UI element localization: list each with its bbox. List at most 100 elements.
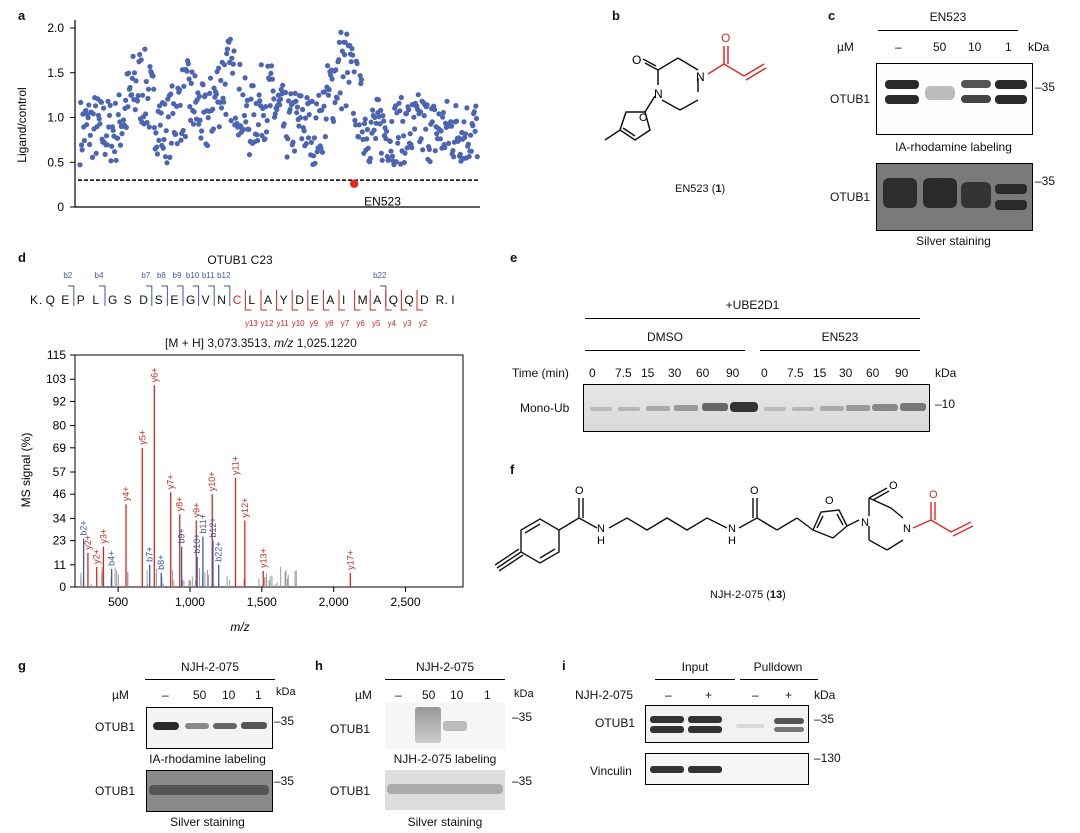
panel-a-point xyxy=(210,126,216,132)
panel-e-time: 15 xyxy=(641,366,655,380)
seq-residue: A xyxy=(373,293,381,307)
panel-a-point xyxy=(473,103,479,109)
panel-a-point xyxy=(272,111,278,117)
f-atom-nh2: N xyxy=(728,523,736,535)
panel-a-point xyxy=(221,99,227,105)
ms-xtick-label: 500 xyxy=(108,595,128,609)
seq-y-label: y7 xyxy=(341,319,350,328)
panel-a-point xyxy=(107,102,113,108)
panel-i-lane-4: + xyxy=(785,688,793,702)
panel-a-point xyxy=(93,150,99,156)
seq-b-label: b8 xyxy=(157,271,166,280)
panel-g-lane-1: – xyxy=(162,688,169,702)
f-atom-n2: N xyxy=(903,523,911,535)
panel-a-point xyxy=(190,121,197,127)
panel-a-point xyxy=(255,122,261,128)
panel-a-ytick-label: 1.5 xyxy=(47,66,64,80)
panel-a-point xyxy=(185,61,191,67)
seq-y-label: y11 xyxy=(276,319,289,328)
panel-a-point xyxy=(109,143,115,149)
panel-a-point xyxy=(392,103,399,109)
panel-i-group1: Input xyxy=(681,660,709,674)
panel-a-point xyxy=(229,55,235,61)
seq-residue: A xyxy=(264,293,272,307)
panel-a-point xyxy=(379,157,385,163)
panel-a-point xyxy=(297,115,303,121)
seq-residue: S xyxy=(155,293,163,307)
seq-b-label: b12 xyxy=(217,271,231,280)
panel-g-lane-2: 50 xyxy=(193,688,207,702)
seq-residue: D xyxy=(420,293,429,307)
panel-i-blot-bottom xyxy=(645,753,809,785)
panel-a-point xyxy=(358,80,364,87)
seq-b-label: b11 xyxy=(202,271,215,280)
panel-d-plot-frame xyxy=(74,354,464,588)
panel-a-point xyxy=(333,67,339,73)
panel-e-band: Mono-Ub xyxy=(520,401,570,415)
panel-i-group1-bar xyxy=(655,679,735,680)
panel-a-point xyxy=(260,112,267,119)
seq-y-label: y8 xyxy=(325,319,334,328)
panel-a-point xyxy=(126,70,132,76)
panel-a-point xyxy=(359,129,365,135)
panel-a-point xyxy=(119,131,125,137)
panel-d-xlabel: m/z xyxy=(230,620,249,634)
panel-a-point xyxy=(367,155,373,161)
seq-residue: C xyxy=(233,293,242,307)
panel-a-point xyxy=(96,116,102,122)
panel-a-point xyxy=(326,86,332,93)
panel-a-point xyxy=(236,86,242,92)
panel-a-point xyxy=(348,59,354,65)
panel-a-point xyxy=(147,64,153,70)
panel-a-point xyxy=(251,112,257,118)
panel-a-point xyxy=(222,81,228,87)
panel-a-point xyxy=(395,140,401,146)
seq-b-bracket xyxy=(67,285,75,306)
panel-a-point xyxy=(316,92,322,98)
panel-a-point xyxy=(168,140,174,146)
panel-e-time: 60 xyxy=(696,366,710,380)
panel-a-point xyxy=(312,160,318,166)
panel-e-time: 90 xyxy=(895,366,909,380)
panel-a-point xyxy=(311,135,317,141)
ms-peak-label: b12+ xyxy=(208,517,218,537)
panel-h-compound-bar xyxy=(385,679,505,680)
panel-g-compound-bar xyxy=(145,679,275,680)
panel-a-point xyxy=(196,121,202,127)
panel-i-marker2: –130 xyxy=(814,751,841,765)
ms-peak-label: y6+ xyxy=(149,367,159,382)
panel-a-point xyxy=(210,106,216,112)
panel-e-time: 90 xyxy=(726,366,740,380)
panel-a-point xyxy=(294,104,300,110)
panel-a-point xyxy=(300,106,306,113)
panel-a-point xyxy=(134,98,141,104)
panel-a-point xyxy=(216,65,222,71)
panel-a-point xyxy=(85,115,91,121)
panel-e-time: 30 xyxy=(668,366,682,380)
panel-a-point xyxy=(248,96,254,102)
ms-xtick-label: 2,500 xyxy=(391,595,421,609)
panel-a-point xyxy=(274,106,280,113)
panel-a-point xyxy=(407,131,413,137)
panel-a-point xyxy=(342,39,348,45)
panel-a-point xyxy=(277,102,283,108)
panel-e-enzyme: +UBE2D1 xyxy=(725,298,780,312)
panel-a-point xyxy=(133,78,139,84)
panel-a-point xyxy=(202,92,208,98)
panel-a-point xyxy=(322,134,328,140)
panel-a-point xyxy=(241,112,247,119)
panel-a-scatter: Ligand/control 0 0.5 1.0 1.5 2.0 EN523 xyxy=(15,20,480,214)
seq-y-bracket xyxy=(276,290,283,311)
panel-a-point xyxy=(417,109,424,115)
panel-c-marker-bottom: –35 xyxy=(1035,174,1056,188)
panel-a-point xyxy=(468,148,474,154)
panel-a-point xyxy=(204,142,211,149)
panel-a-point xyxy=(89,154,96,160)
panel-a-point xyxy=(97,121,103,127)
panel-a-point xyxy=(396,100,402,106)
panel-a-point xyxy=(250,83,256,89)
ms-peak-label: y17+ xyxy=(345,550,355,570)
panel-f-label: f xyxy=(510,462,515,477)
seq-residue: Q xyxy=(46,293,55,307)
panel-a-point xyxy=(388,148,394,154)
